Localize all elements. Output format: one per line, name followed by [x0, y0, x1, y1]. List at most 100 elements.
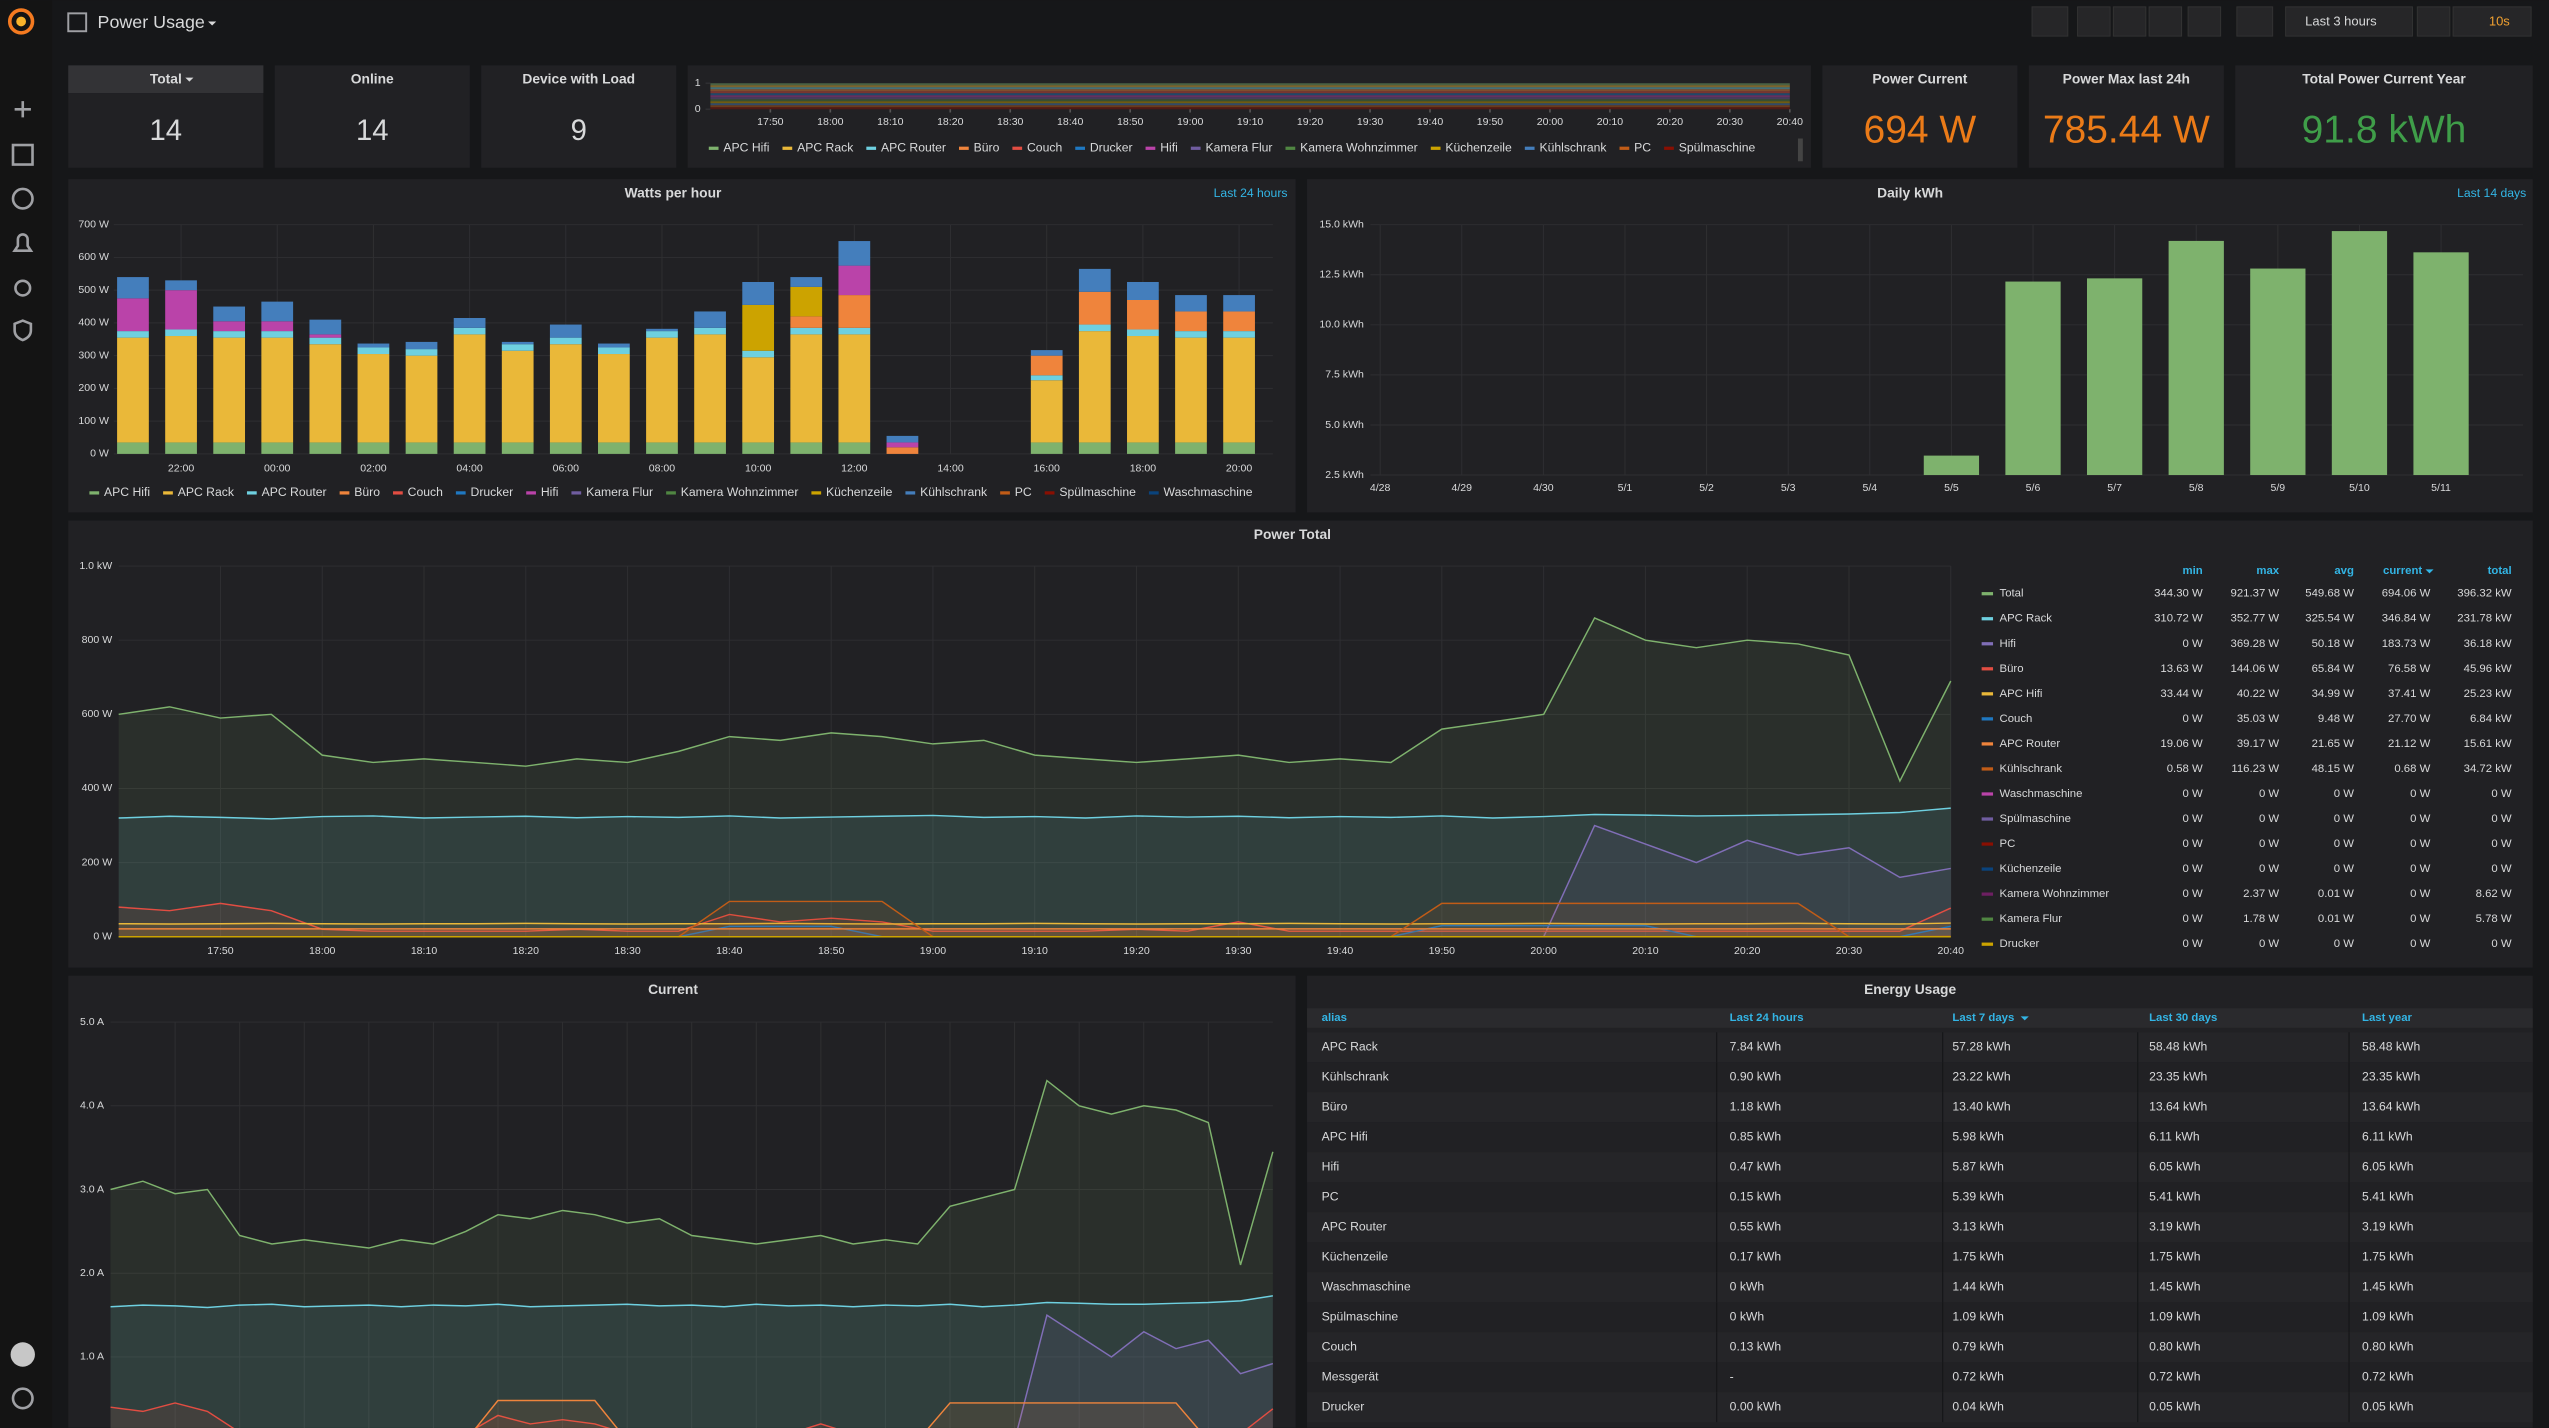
panel-title[interactable]: Power Current	[1872, 71, 1967, 87]
legend-label[interactable]: Hifi	[2000, 638, 2016, 650]
add-panel-button[interactable]	[2031, 6, 2069, 37]
legend-header[interactable]: min	[2183, 565, 2203, 577]
legend-value: 0 W	[2259, 938, 2279, 950]
series-area	[110, 1080, 1273, 1428]
legend-label[interactable]: Spülmaschine	[2000, 813, 2071, 825]
legend-label[interactable]: APC Hifi	[723, 140, 769, 154]
legend-label[interactable]: APC Hifi	[2000, 688, 2043, 700]
legend-label[interactable]: Couch	[1027, 140, 1062, 154]
legend-label[interactable]: Waschmaschine	[1164, 485, 1253, 499]
legend-label[interactable]: Büro	[2000, 663, 2024, 675]
table-header-cell[interactable]: Last 24 hours	[1730, 1012, 1804, 1024]
legend-label[interactable]: Kühlschrank	[2000, 763, 2063, 775]
panel-title[interactable]: Current	[648, 981, 698, 997]
legend-label[interactable]: Kamera Flur	[586, 485, 653, 499]
panel-title[interactable]: Daily kWh	[1877, 184, 1943, 200]
legend-label[interactable]: Drucker	[471, 485, 514, 499]
legend-label[interactable]: Hifi	[541, 485, 559, 499]
time-range[interactable]: Last 3 hours	[2305, 14, 2377, 29]
legend-label[interactable]: APC Rack	[2000, 613, 2053, 625]
legend-label[interactable]: Drucker	[1090, 140, 1133, 154]
legend-value: 0 W	[2410, 888, 2430, 900]
table-cell: 6.11 kWh	[2362, 1129, 2413, 1143]
config-icon[interactable]	[14, 279, 32, 297]
legend-label[interactable]: Couch	[408, 485, 443, 499]
logo[interactable]	[7, 8, 35, 35]
dashboards-icon[interactable]	[11, 143, 34, 166]
save-button[interactable]	[2148, 6, 2183, 37]
panel-title[interactable]: Power Total	[1254, 526, 1331, 542]
panel-title[interactable]: Total	[150, 71, 182, 87]
legend-label[interactable]: Spülmaschine	[1059, 485, 1136, 499]
legend-label[interactable]: Küchenzeile	[826, 485, 893, 499]
x-tick-label: 19:50	[1429, 945, 1456, 957]
table-header-cell[interactable]: Last year	[2362, 1012, 2412, 1024]
table-header-cell[interactable]: Last 7 days	[1952, 1012, 2014, 1024]
tv-mode-button[interactable]	[2236, 6, 2274, 37]
x-tick-label: 18:00	[309, 945, 336, 957]
legend-label[interactable]: PC	[1015, 485, 1032, 499]
panel-title[interactable]: Watts per hour	[625, 184, 722, 200]
series-area	[118, 825, 1951, 937]
legend-label[interactable]: Kamera Flur	[2000, 913, 2063, 925]
table-cell: 5.98 kWh	[1952, 1129, 2003, 1143]
panel-title[interactable]: Power Max last 24h	[2063, 71, 2190, 87]
star-button[interactable]	[2077, 6, 2111, 37]
legend-label[interactable]: APC Router	[881, 140, 946, 154]
legend-label[interactable]: Kamera Flur	[1205, 140, 1272, 154]
legend-label[interactable]: APC Rack	[178, 485, 235, 499]
legend-label[interactable]: Total	[2000, 588, 2024, 600]
legend-label[interactable]: Büro	[974, 140, 1000, 154]
admin-icon[interactable]	[13, 319, 33, 342]
alerting-icon[interactable]	[12, 233, 34, 252]
legend-label[interactable]: Kamera Wohnzimmer	[681, 485, 799, 499]
table-cell: 23.35 kWh	[2362, 1069, 2420, 1083]
table-header-cell[interactable]: alias	[1322, 1012, 1347, 1024]
legend-label[interactable]: Küchenzeile	[1445, 140, 1512, 154]
user-avatar[interactable]	[10, 1342, 35, 1367]
legend-label[interactable]: APC Router	[2000, 738, 2061, 750]
explore-icon[interactable]	[11, 187, 34, 210]
create-icon[interactable]	[14, 101, 31, 118]
panel-title[interactable]: Total Power Current Year	[2302, 71, 2466, 87]
refresh-picker[interactable]	[2452, 6, 2532, 37]
table-header-cell[interactable]: Last 30 days	[2149, 1012, 2217, 1024]
legend-value: 0 W	[2491, 938, 2511, 950]
zoom-out-button[interactable]	[2416, 6, 2451, 37]
legend-label[interactable]: Drucker	[2000, 938, 2040, 950]
legend-label[interactable]: APC Rack	[797, 140, 854, 154]
legend-value: 39.17 W	[2237, 738, 2280, 750]
bar-segment	[1127, 299, 1159, 330]
help-icon[interactable]	[11, 1387, 34, 1410]
legend-header[interactable]: avg	[2334, 565, 2354, 577]
legend-label[interactable]: Kühlschrank	[1539, 140, 1607, 154]
legend-label[interactable]: Büro	[354, 485, 380, 499]
legend-label[interactable]: Hifi	[1160, 140, 1178, 154]
panel-title[interactable]: Device with Load	[522, 71, 635, 87]
legend-value: 921.37 W	[2231, 588, 2280, 600]
share-button[interactable]	[2112, 6, 2147, 37]
legend-label[interactable]: Kamera Wohnzimmer	[1300, 140, 1418, 154]
legend-label[interactable]: Kamera Wohnzimmer	[2000, 888, 2110, 900]
legend-label[interactable]: APC Hifi	[104, 485, 150, 499]
time-picker[interactable]	[2285, 6, 2413, 37]
legend-label[interactable]: PC	[1634, 140, 1651, 154]
legend-header[interactable]: total	[2488, 565, 2512, 577]
panel-title[interactable]: Energy Usage	[1864, 981, 1956, 997]
legend-header[interactable]: max	[2256, 565, 2279, 577]
legend-label[interactable]: Couch	[2000, 713, 2033, 725]
settings-button[interactable]	[2187, 6, 2222, 37]
legend-label[interactable]: PC	[2000, 838, 2016, 850]
refresh-interval[interactable]: 10s	[2489, 14, 2510, 29]
legend-label[interactable]: Kühlschrank	[920, 485, 988, 499]
legend-label[interactable]: APC Router	[262, 485, 327, 499]
legend-label[interactable]: Spülmaschine	[1679, 140, 1756, 154]
legend-header[interactable]: current	[2383, 565, 2422, 577]
stat-value: 694 W	[1864, 108, 1977, 151]
legend-value: 0 W	[2410, 788, 2430, 800]
panel-title[interactable]: Online	[351, 71, 394, 87]
dashboard-title[interactable]: Power Usage	[98, 12, 205, 32]
title-caret	[185, 77, 194, 82]
legend-label[interactable]: Küchenzeile	[2000, 863, 2062, 875]
legend-label[interactable]: Waschmaschine	[2000, 788, 2083, 800]
